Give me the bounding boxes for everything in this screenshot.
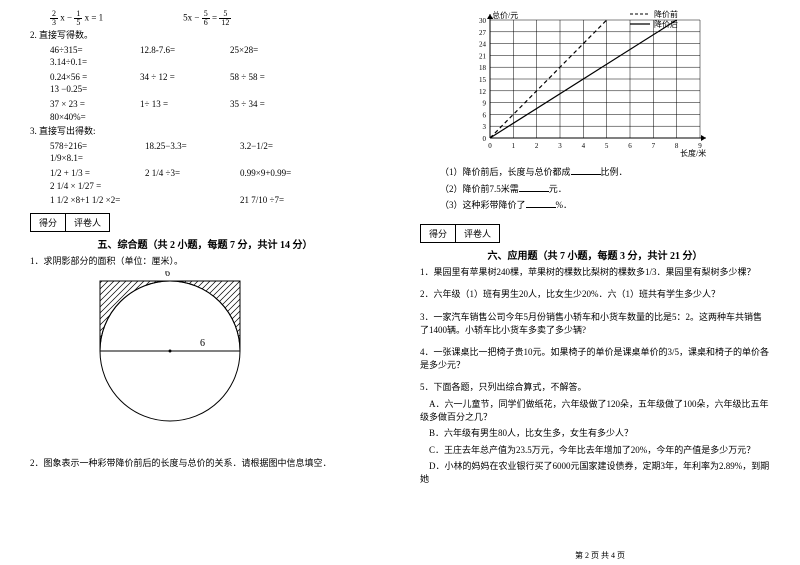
fill-line: （1）降价前后，长度与总价都成比例．: [420, 164, 770, 179]
svg-text:30: 30: [479, 17, 487, 25]
calc-cell: 1 1/2 ×8+1 1/2 ×2=: [50, 194, 125, 207]
calc-cell: 1/2 + 1/3 =: [50, 167, 125, 180]
calc-cell: 13 −0.25=: [50, 83, 120, 96]
calc-cell: 2 1/4 ÷3=: [145, 167, 220, 180]
grader-label: 评卷人: [66, 214, 109, 231]
radius-top-label: 6: [165, 271, 170, 279]
svg-text:0: 0: [488, 142, 492, 150]
calc-cell: 25×28=: [230, 44, 300, 57]
section6-title: 六、应用题（共 7 小题，每题 3 分，共计 21 分）: [420, 247, 770, 262]
score-box-r: 得分 评卷人: [420, 224, 500, 243]
calc-cell: 35 ÷ 34 =: [230, 98, 300, 111]
calc-cell: 1/9×8.1=: [50, 152, 125, 165]
eq1: 23 x − 15 x = 1: [50, 10, 103, 27]
calc-cell: 0.99×9+0.99=: [240, 167, 315, 180]
eq2: 5x − 56 = 512: [183, 10, 231, 27]
q6-item: 4．一张课桌比一把椅子贵10元。如果椅子的单价是课桌单价的3/5，课桌和椅子的单…: [420, 346, 770, 371]
svg-text:8: 8: [675, 142, 679, 150]
calc-row: 1/2 + 1/3 = 2 1/4 ÷3= 0.99×9+0.99= 2 1/4 × …: [30, 167, 380, 192]
svg-text:4: 4: [582, 142, 586, 150]
q6-item: A．六一儿童节，同学们做纸花，六年级做了120朵，五年级做了100朵，六年级比五…: [420, 398, 770, 423]
q3-title: 3. 直接写出得数:: [30, 125, 380, 138]
q6-item: 5．下面各题，只列出综合算式，不解答。: [420, 381, 770, 394]
svg-text:3: 3: [483, 123, 487, 131]
calc-cell: 37 × 23 =: [50, 98, 120, 111]
page-footer: 第 2 页 共 4 页: [400, 550, 800, 561]
svg-text:9: 9: [483, 100, 487, 108]
calc-cell: 2 1/4 × 1/27 =: [50, 180, 125, 193]
svg-text:24: 24: [479, 41, 487, 49]
score-label: 得分: [31, 214, 66, 231]
svg-text:2: 2: [535, 142, 539, 150]
calc-cell: 58 ÷ 58 =: [230, 71, 300, 84]
q6-item: B．六年级有男生80人，比女生多，女生有多少人？: [420, 427, 770, 440]
section5-title: 五、综合题（共 2 小题，每题 7 分，共计 14 分）: [30, 236, 380, 251]
q5-1: 1．求阴影部分的面积（单位：厘米）。: [30, 255, 380, 268]
svg-text:15: 15: [479, 76, 487, 84]
svg-text:6: 6: [483, 111, 487, 119]
calc-cell: 12.8-7.6=: [140, 44, 210, 57]
calc-cell: 18.25−3.3=: [145, 140, 220, 153]
calc-cell: 3.2−1/2=: [240, 140, 315, 153]
svg-text:1: 1: [512, 142, 516, 150]
calc-cell: 34 ÷ 12 =: [140, 71, 210, 84]
calc-cell: 3.14÷0.1=: [50, 56, 120, 69]
fill-line: （3）这种彩带降价了%．: [420, 197, 770, 212]
circle-diagram: 6 6: [70, 271, 380, 451]
fill-line: （2）降价前7.5米需元．: [420, 181, 770, 196]
calc-cell: 80×40%=: [50, 111, 120, 124]
calc-row: 37 × 23 = 1÷ 13 = 35 ÷ 34 = 80×40%=: [30, 98, 380, 123]
calc-cell: 46÷315=: [50, 44, 120, 57]
svg-text:3: 3: [558, 142, 562, 150]
grader-label-r: 评卷人: [456, 225, 499, 242]
q6-item: 1．果园里有苹果树240棵，苹果树的棵数比梨树的棵数多1/3．果园里有梨树多少棵…: [420, 266, 770, 279]
q2-title: 2. 直接写得数。: [30, 29, 380, 42]
svg-text:6: 6: [628, 142, 632, 150]
price-chart: 0369121518212427300123456789总价/元长度/米降价前降…: [450, 8, 770, 158]
q6-item: C．王庄去年总产值为23.5万元，今年比去年增加了20%，今年的产值是多少万元？: [420, 444, 770, 457]
q6-item: D．小林的妈妈在农业银行买了6000元国家建设债券，定期3年，年利率为2.89%…: [420, 460, 770, 485]
calc-cell: 578÷216=: [50, 140, 125, 153]
calc-row: 578÷216= 18.25−3.3= 3.2−1/2= 1/9×8.1=: [30, 140, 380, 165]
svg-text:0: 0: [483, 135, 487, 143]
eq-line: 23 x − 15 x = 1 5x − 56 = 512: [30, 10, 380, 27]
calc-row: 0.24×56 = 34 ÷ 12 = 58 ÷ 58 = 13 −0.25=: [30, 71, 380, 96]
svg-text:5: 5: [605, 142, 609, 150]
score-label-r: 得分: [421, 225, 456, 242]
q5-2: 2．图象表示一种彩带降价前后的长度与总价的关系．请根据图中信息填空．: [30, 457, 380, 470]
svg-text:降价前: 降价前: [654, 9, 678, 19]
blank-field[interactable]: [571, 164, 601, 175]
calc-cell: 0.24×56 =: [50, 71, 120, 84]
calc-row: 46÷315= 12.8-7.6= 25×28= 3.14÷0.1=: [30, 44, 380, 69]
svg-text:7: 7: [652, 142, 656, 150]
calc-cell: 21 7/10 ÷7=: [240, 194, 315, 207]
radius-h-label: 6: [200, 338, 205, 349]
blank-field[interactable]: [526, 197, 556, 208]
svg-text:12: 12: [479, 88, 487, 96]
svg-text:21: 21: [479, 52, 487, 60]
calc-row: 1 1/2 ×8+1 1/2 ×2= 21 7/10 ÷7=: [30, 194, 380, 207]
calc-cell: 1÷ 13 =: [140, 98, 210, 111]
svg-text:长度/米: 长度/米: [680, 148, 706, 158]
q6-item: 2．六年级（1）班有男生20人，比女生少20%．六（1）班共有学生多少人？: [420, 288, 770, 301]
svg-text:27: 27: [479, 29, 487, 37]
q6-item: 3．一家汽车销售公司今年5月份销售小轿车和小货车数量的比是5：2。这两种车共销售…: [420, 311, 770, 336]
svg-text:总价/元: 总价/元: [492, 10, 518, 20]
calc-cell: [145, 194, 220, 207]
score-box: 得分 评卷人: [30, 213, 110, 232]
blank-field[interactable]: [519, 181, 549, 192]
svg-text:降价后: 降价后: [654, 19, 678, 29]
svg-text:18: 18: [479, 64, 487, 72]
